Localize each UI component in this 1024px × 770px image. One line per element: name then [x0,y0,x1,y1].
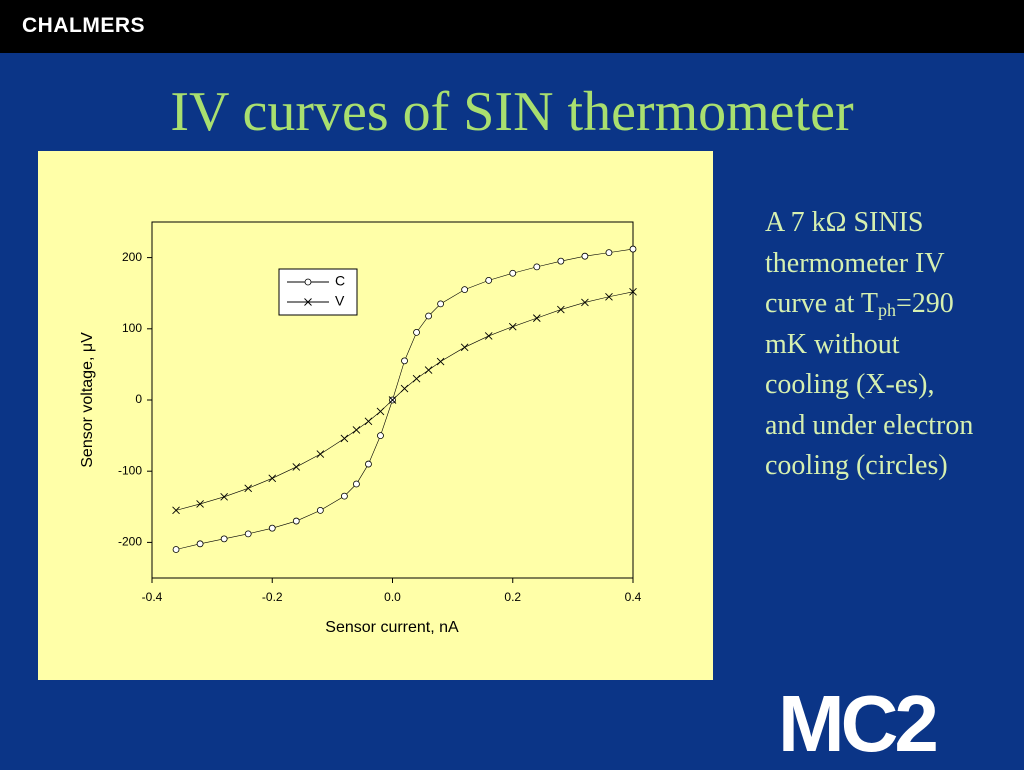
x-tick-label: 0.0 [384,590,401,604]
marker [220,493,228,501]
marker [425,312,432,320]
x-tick-label: 0.2 [504,590,521,604]
marker [460,343,469,352]
marker [316,450,325,458]
marker [581,252,589,260]
marker [292,517,300,525]
marker [196,500,204,508]
marker [244,530,252,538]
marker [316,506,324,514]
marker [424,366,433,374]
series-line [175,291,634,511]
marker [292,463,301,471]
slide-title: IV curves of SIN thermometer [170,81,854,143]
marker [353,480,360,488]
marker [461,286,469,294]
marker [436,357,445,366]
legend-box [278,268,358,316]
marker [484,332,493,340]
marker [340,492,348,500]
marker [412,374,421,383]
legend-label: V [335,293,345,309]
description-text: =290 mK without cooling (X-es), and unde… [765,288,974,481]
brand: CHALMERS [22,14,145,37]
description: A 7 kΩ SINIS thermometer IV curve at Tph… [765,203,980,487]
marker [340,434,349,443]
marker [377,432,384,440]
marker [364,417,373,426]
marker [581,298,589,307]
marker [268,474,277,483]
x-axis-label: Sensor current, nA [325,619,459,636]
marker [401,357,408,365]
marker [196,540,204,548]
x-tick-label: -0.4 [142,590,163,604]
y-tick-label: -200 [118,535,142,549]
marker [172,506,180,515]
marker [400,384,409,393]
marker [508,322,517,331]
x-tick-label: 0.4 [625,590,642,604]
marker [268,524,276,532]
chart: Sensor current, nA Sensor voltage, μV -0… [38,151,713,680]
marker [533,263,541,271]
x-tick-label: -0.2 [262,590,283,604]
marker [376,407,385,416]
marker [509,269,517,277]
y-tick-label: -100 [118,463,142,477]
marker [365,460,372,468]
y-tick-label: 100 [122,321,142,335]
legend-label: C [335,273,345,289]
marker [605,292,613,301]
marker [172,546,180,553]
header-bar: CHALMERS [0,0,1024,53]
logo: MC2 [778,679,939,768]
legend-marker [304,298,312,306]
y-tick-label: 0 [135,392,142,406]
marker [352,426,361,434]
marker [557,257,565,265]
marker [605,249,613,257]
marker [388,396,397,404]
marker [485,276,493,284]
marker [629,245,637,253]
marker [437,300,445,308]
description-text: A 7 kΩ SINIS thermometer IV curve at T [765,207,945,319]
marker [532,314,541,322]
y-axis-label: Sensor voltage, μV [79,332,96,468]
marker [413,328,420,336]
marker [629,287,637,296]
y-tick-label: 200 [122,250,142,264]
marker [220,535,228,543]
series-line [175,248,634,550]
marker [244,484,253,493]
legend-marker [304,278,312,286]
subscript: ph [877,300,896,320]
marker [557,305,565,314]
